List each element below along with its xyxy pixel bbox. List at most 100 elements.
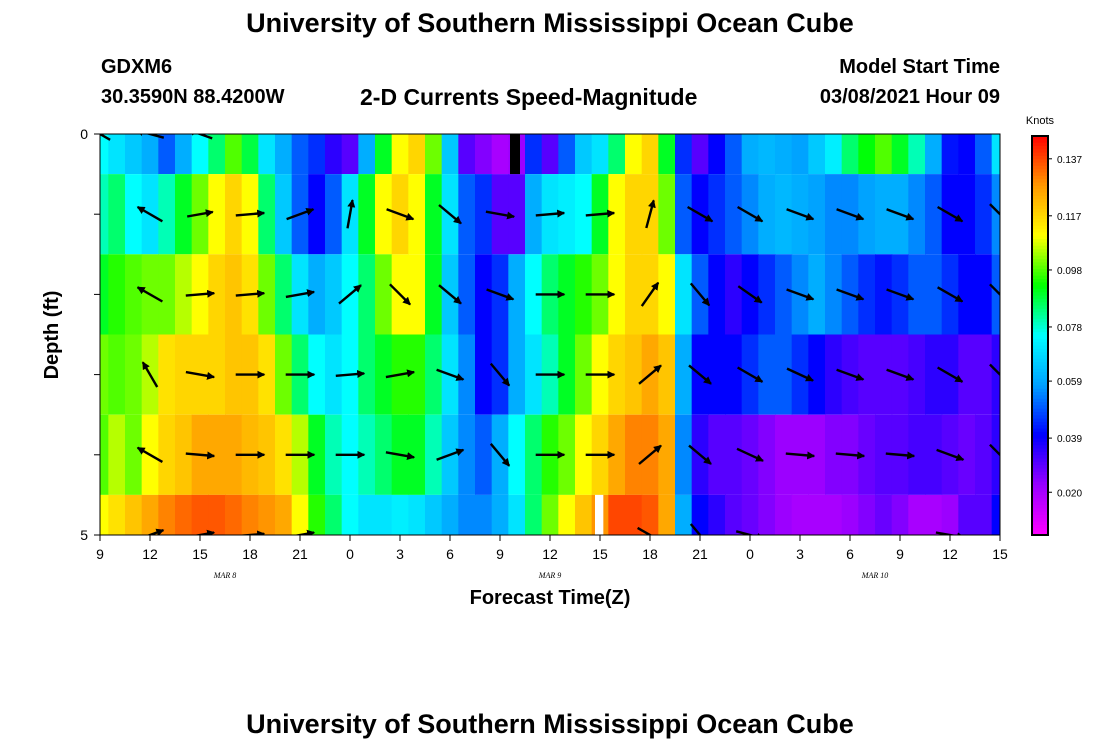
current-vector bbox=[585, 209, 616, 218]
heatmap-cell bbox=[675, 134, 693, 175]
current-vector bbox=[886, 208, 915, 221]
current-vector bbox=[535, 209, 566, 218]
heatmap-cell bbox=[825, 174, 843, 255]
current-vector bbox=[835, 451, 866, 460]
x-tick-label: 15 bbox=[992, 546, 1008, 562]
heatmap-cell bbox=[825, 254, 843, 335]
colorbar-swatch bbox=[1032, 378, 1048, 383]
heatmap-cell bbox=[275, 174, 293, 255]
heatmap-cell bbox=[775, 494, 793, 535]
colorbar-swatch bbox=[1032, 185, 1048, 190]
heatmap-cell bbox=[541, 134, 559, 175]
heatmap-cell bbox=[425, 414, 443, 495]
x-tick-label: 12 bbox=[142, 546, 158, 562]
colorbar-swatch bbox=[1032, 415, 1048, 420]
heatmap-cell bbox=[891, 134, 909, 175]
heatmap-cell bbox=[658, 174, 676, 255]
colorbar-tick-label: 0.078 bbox=[1057, 323, 1082, 334]
current-vector bbox=[989, 203, 1000, 216]
heatmap-cell bbox=[658, 254, 676, 335]
heatmap-cell bbox=[808, 334, 826, 415]
heatmap-cell bbox=[308, 134, 326, 175]
current-vector bbox=[185, 289, 216, 298]
heatmap-cell bbox=[525, 254, 543, 335]
heatmap-cell bbox=[891, 494, 909, 535]
heatmap-cell bbox=[341, 134, 359, 175]
heatmap-cell bbox=[658, 334, 676, 415]
heatmap-cell bbox=[175, 134, 193, 175]
footer-title: University of Southern Mississippi Ocean… bbox=[246, 709, 854, 739]
heatmap-cell bbox=[858, 254, 876, 335]
heatmap-cell bbox=[225, 174, 243, 255]
heatmap-cell bbox=[225, 494, 243, 535]
colorbar-swatch bbox=[1032, 315, 1048, 320]
heatmap-cell bbox=[925, 134, 943, 175]
colorbar-swatch bbox=[1032, 209, 1048, 214]
current-vector bbox=[386, 208, 415, 221]
colorbar-tick-label: 0.020 bbox=[1057, 488, 1082, 499]
colorbar-swatch bbox=[1032, 249, 1048, 253]
current-vector bbox=[389, 283, 411, 306]
x-tick-label: 3 bbox=[396, 546, 404, 562]
heatmap-cell bbox=[100, 134, 109, 175]
colorbar-swatch bbox=[1032, 149, 1048, 154]
heatmap-cell bbox=[208, 494, 226, 535]
heatmap-cell bbox=[100, 414, 109, 495]
heatmap-cell bbox=[475, 414, 493, 495]
colorbar-unit: Knots bbox=[1026, 115, 1055, 127]
heatmap-cell bbox=[108, 494, 126, 535]
heatmap-cell bbox=[125, 414, 143, 495]
heatmap-cell bbox=[791, 134, 809, 175]
colorbar-swatch bbox=[1032, 189, 1048, 194]
colorbar-tick-label: 0.137 bbox=[1057, 155, 1082, 166]
colorbar-swatch bbox=[1032, 398, 1048, 403]
heatmap-cell bbox=[375, 254, 393, 335]
colorbar-swatch bbox=[1032, 172, 1048, 177]
heatmap-cell bbox=[100, 334, 109, 415]
heatmap-cell bbox=[458, 134, 476, 175]
heatmap-cell bbox=[375, 494, 393, 535]
current-vector bbox=[235, 289, 266, 298]
heatmap-cell bbox=[425, 174, 443, 255]
heatmap-cell bbox=[108, 134, 126, 175]
heatmap-cell bbox=[458, 494, 476, 535]
colorbar-swatch bbox=[1032, 365, 1048, 370]
current-vector bbox=[737, 366, 764, 383]
heatmap-cell bbox=[875, 334, 893, 415]
colorbar-swatch bbox=[1032, 305, 1048, 310]
current-vector bbox=[785, 451, 816, 460]
heatmap-cell bbox=[625, 134, 643, 175]
colorbar-swatch bbox=[1032, 392, 1048, 396]
colorbar-swatch bbox=[1032, 215, 1048, 220]
colorbar-swatch bbox=[1032, 435, 1048, 440]
current-vector bbox=[385, 451, 416, 461]
colorbar-swatch bbox=[1032, 245, 1048, 250]
heatmap-cell bbox=[858, 494, 876, 535]
heatmap-cell bbox=[391, 494, 409, 535]
heatmap-cell bbox=[458, 334, 476, 415]
colorbar-swatch bbox=[1032, 368, 1048, 373]
colorbar-swatch bbox=[1032, 269, 1048, 273]
heatmap-cell bbox=[125, 494, 143, 535]
current-vector bbox=[989, 363, 1000, 377]
colorbar-swatch bbox=[1032, 202, 1048, 207]
heatmap-cell bbox=[391, 134, 409, 175]
x-tick-label: 6 bbox=[846, 546, 854, 562]
current-vector bbox=[185, 451, 216, 460]
colorbar-swatch bbox=[1032, 525, 1048, 529]
colorbar-swatch bbox=[1032, 495, 1048, 500]
heatmap-cell bbox=[725, 174, 743, 255]
heatmap-cell bbox=[658, 494, 676, 535]
heatmap-cell bbox=[808, 174, 826, 255]
heatmap-cell bbox=[158, 254, 176, 335]
colorbar-swatch bbox=[1032, 488, 1048, 493]
colorbar-swatch bbox=[1032, 282, 1048, 287]
heatmap-cell bbox=[241, 494, 259, 535]
heatmap-cell bbox=[758, 254, 776, 335]
heatmap-cell bbox=[275, 494, 293, 535]
current-vector bbox=[438, 204, 462, 225]
colorbar-swatch bbox=[1032, 152, 1048, 157]
current-vector bbox=[346, 199, 356, 229]
heatmap-cell bbox=[858, 334, 876, 415]
colorbar-tick-label: 0.098 bbox=[1057, 266, 1082, 277]
